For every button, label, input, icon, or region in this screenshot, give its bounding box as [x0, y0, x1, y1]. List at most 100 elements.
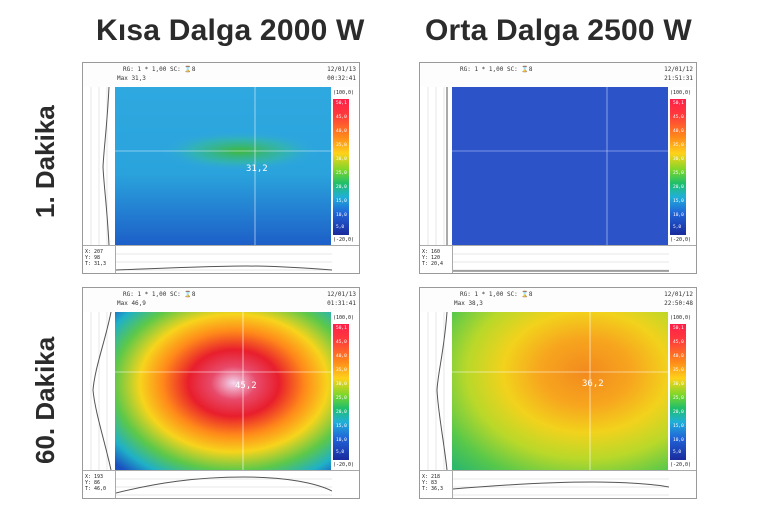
center-temperature-value: 36,2 [582, 379, 604, 389]
scale-tick: 40,0 [336, 129, 347, 134]
scale-color-bar: 50,1 45,0 40,0 35,0 30,0 25,0 20,0 15,0 … [670, 324, 686, 460]
scale-max: (100,0) [333, 90, 355, 96]
scale-tick: 30,0 [336, 157, 347, 162]
cursor-stats: X: 160 Y: 120 T: 20,4 [422, 249, 452, 267]
stat-y: Y: 83 [422, 480, 438, 486]
cursor-stats: X: 193 Y: 86 T: 46,0 [85, 474, 115, 492]
capture-time: 01:31:41 [327, 300, 356, 307]
scale-tick: 25,0 [336, 171, 347, 176]
header-settings: RG: 1 * 1,00 SC: ⌛8 [123, 66, 196, 73]
panel-footer: X: 160 Y: 120 T: 20,4 [420, 245, 696, 273]
center-temperature-value: 45,2 [235, 381, 257, 391]
vertical-profile [420, 87, 453, 245]
scale-tick: 10,0 [673, 213, 684, 218]
scale-color-bar: 50,1 45,0 40,0 35,0 30,0 25,0 20,0 15,0 … [670, 99, 686, 235]
capture-date: 12/01/13 [327, 291, 356, 298]
thermal-image: 31,2 [115, 87, 331, 245]
center-temperature-value: 31,2 [246, 164, 268, 174]
thermal-panel-short-wave-minute-1: RG: 1 * 1,00 SC: ⌛8 Max 31,3 12/01/13 00… [82, 62, 360, 274]
panel-header: RG: 1 * 1,00 SC: ⌛8 Max 38,3 12/01/12 22… [420, 288, 696, 313]
panel-header: RG: 1 * 1,00 SC: ⌛8 Max 31,3 12/01/13 00… [83, 63, 359, 88]
stat-x: X: 207 [85, 249, 104, 255]
scale-tick: 5,0 [336, 450, 345, 455]
stat-x: X: 160 [422, 249, 441, 255]
stat-y: Y: 98 [85, 255, 101, 261]
scale-tick: 15,0 [673, 199, 684, 204]
panel-header: RG: 1 * 1,00 SC: ⌛8 12/01/12 21:51:31 [420, 63, 696, 88]
max-temperature: Max 38,3 [454, 300, 483, 307]
capture-date: 12/01/12 [664, 291, 693, 298]
temperature-scale: (100,0) 50,1 45,0 40,0 35,0 30,0 25,0 20… [331, 312, 359, 470]
scale-tick: 45,0 [336, 340, 347, 345]
temperature-scale: (100,0) 50,1 45,0 40,0 35,0 30,0 25,0 20… [331, 87, 359, 245]
horizontal-profile [115, 471, 332, 498]
scale-tick: 30,0 [673, 157, 684, 162]
scale-tick: 20,0 [336, 410, 347, 415]
scale-tick: 25,0 [673, 171, 684, 176]
header-settings: RG: 1 * 1,00 SC: ⌛8 [123, 291, 196, 298]
thermal-panel-medium-wave-minute-60: RG: 1 * 1,00 SC: ⌛8 Max 38,3 12/01/12 22… [419, 287, 697, 499]
panel-footer: X: 193 Y: 86 T: 46,0 [83, 470, 359, 498]
row-label-minute-1: 1. Dakika [30, 105, 60, 218]
scale-min: (-20,0) [670, 237, 692, 243]
scale-tick: 5,0 [673, 450, 682, 455]
column-title-medium-wave: Orta Dalga 2500 W [425, 14, 692, 47]
scale-min: (-20,0) [333, 237, 355, 243]
scale-min: (-20,0) [333, 462, 355, 468]
scale-tick: 50,1 [673, 101, 684, 106]
column-title-short-wave: Kısa Dalga 2000 W [96, 14, 365, 47]
scale-tick: 50,1 [673, 326, 684, 331]
scale-tick: 15,0 [336, 199, 347, 204]
panel-footer: X: 218 Y: 83 T: 36,3 [420, 470, 696, 498]
scale-tick: 30,0 [336, 382, 347, 387]
row-label-minute-60: 60. Dakika [30, 336, 60, 464]
scale-tick: 10,0 [673, 438, 684, 443]
stat-t: T: 31,3 [85, 261, 107, 267]
scale-tick: 5,0 [673, 225, 682, 230]
stat-y: Y: 86 [85, 480, 101, 486]
scale-tick: 50,1 [336, 326, 347, 331]
stat-t: T: 46,0 [85, 486, 107, 492]
stat-x: X: 218 [422, 474, 441, 480]
capture-time: 22:50:48 [664, 300, 693, 307]
header-settings: RG: 1 * 1,00 SC: ⌛8 [460, 66, 533, 73]
max-temperature: Max 46,9 [117, 300, 146, 307]
scale-tick: 35,0 [336, 368, 347, 373]
scale-tick: 50,1 [336, 101, 347, 106]
temperature-scale: (100,0) 50,1 45,0 40,0 35,0 30,0 25,0 20… [668, 87, 696, 245]
scale-max: (100,0) [670, 90, 692, 96]
scale-tick: 10,0 [336, 213, 347, 218]
thermal-image [452, 87, 668, 245]
capture-date: 12/01/12 [664, 66, 693, 73]
capture-time: 21:51:31 [664, 75, 693, 82]
scale-tick: 45,0 [673, 115, 684, 120]
scale-tick: 15,0 [673, 424, 684, 429]
stat-t: T: 36,3 [422, 486, 444, 492]
temperature-scale: (100,0) 50,1 45,0 40,0 35,0 30,0 25,0 20… [668, 312, 696, 470]
thermal-image: 45,2 [115, 312, 331, 470]
thermal-image: 36,2 [452, 312, 668, 470]
scale-tick: 35,0 [673, 143, 684, 148]
stat-t: T: 20,4 [422, 261, 444, 267]
scale-tick: 45,0 [336, 115, 347, 120]
cursor-stats: X: 207 Y: 98 T: 31,3 [85, 249, 115, 267]
scale-tick: 35,0 [336, 143, 347, 148]
stat-x: X: 193 [85, 474, 104, 480]
scale-color-bar: 50,1 45,0 40,0 35,0 30,0 25,0 20,0 15,0 … [333, 99, 349, 235]
scale-tick: 40,0 [673, 129, 684, 134]
vertical-profile [83, 87, 116, 245]
scale-tick: 10,0 [336, 438, 347, 443]
vertical-profile [420, 312, 453, 470]
scale-tick: 15,0 [336, 424, 347, 429]
horizontal-profile [115, 246, 332, 273]
scale-tick: 20,0 [336, 185, 347, 190]
scale-tick: 40,0 [673, 354, 684, 359]
scale-tick: 35,0 [673, 368, 684, 373]
max-temperature: Max 31,3 [117, 75, 146, 82]
panel-footer: X: 207 Y: 98 T: 31,3 [83, 245, 359, 273]
vertical-profile [83, 312, 116, 470]
thermal-panel-medium-wave-minute-1: RG: 1 * 1,00 SC: ⌛8 12/01/12 21:51:31 (1… [419, 62, 697, 274]
scale-tick: 40,0 [336, 354, 347, 359]
thermal-panel-short-wave-minute-60: RG: 1 * 1,00 SC: ⌛8 Max 46,9 12/01/13 01… [82, 287, 360, 499]
capture-date: 12/01/13 [327, 66, 356, 73]
